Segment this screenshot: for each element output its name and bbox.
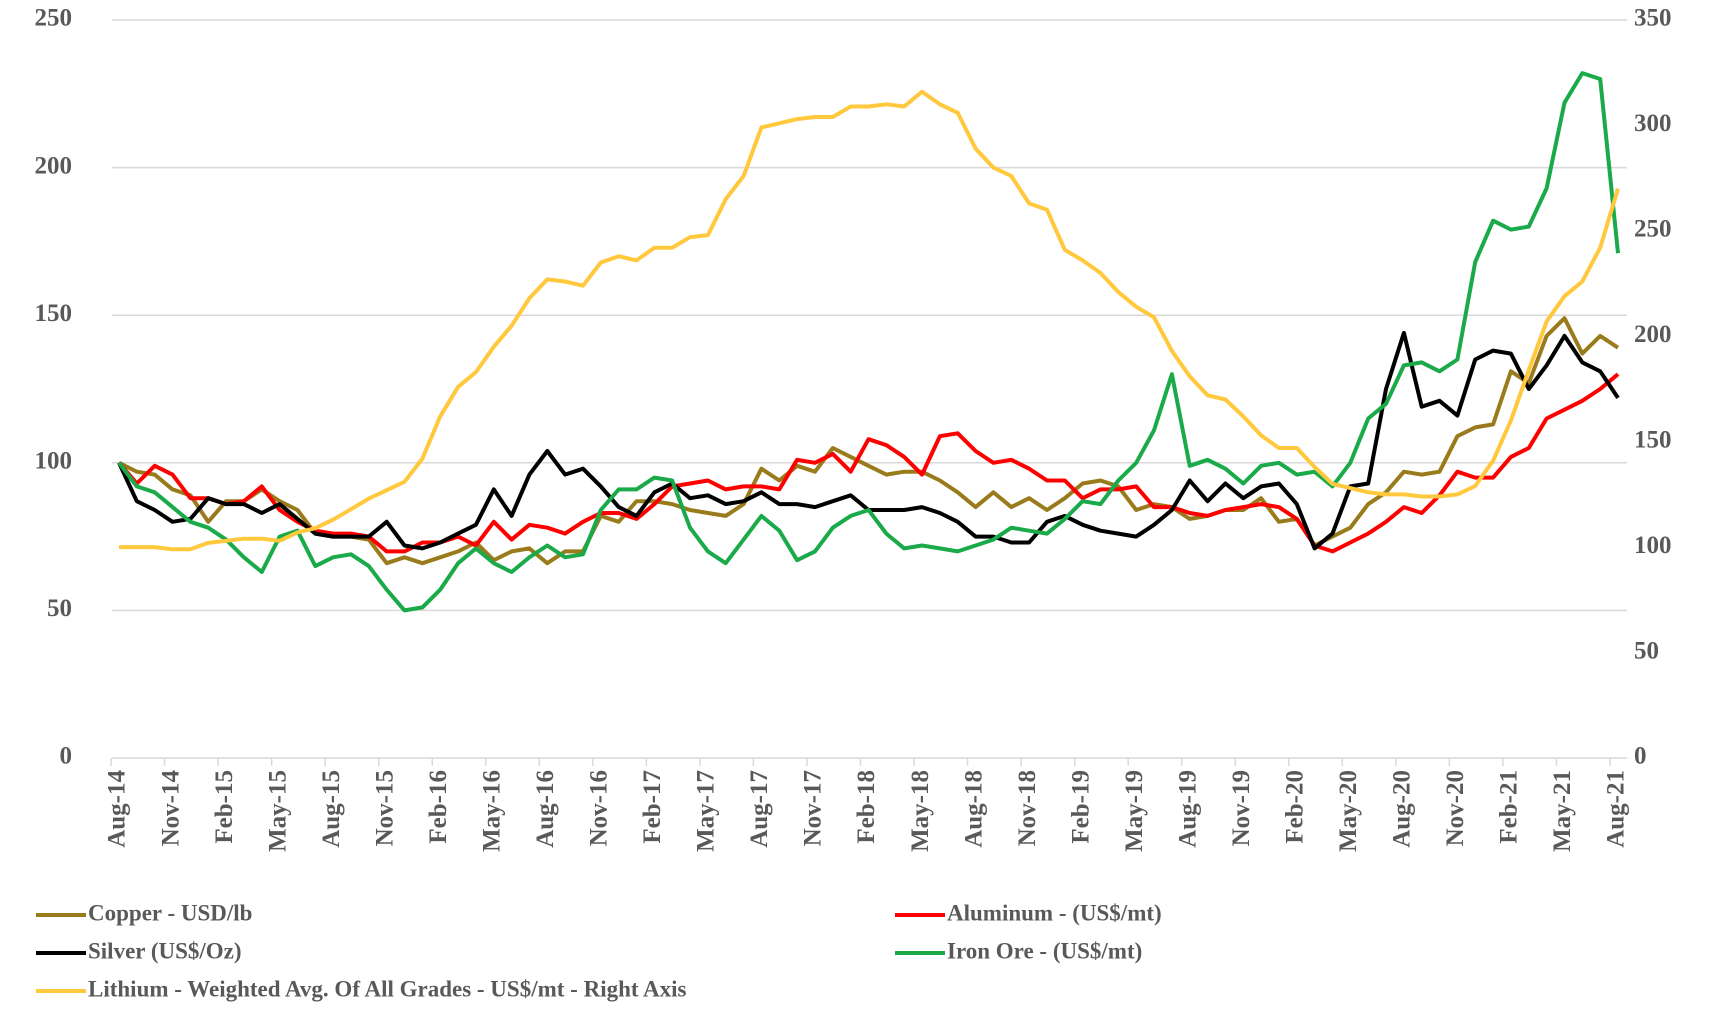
y-tick-label: 50 (47, 595, 72, 622)
x-tick-label: Feb-15 (211, 770, 238, 844)
x-tick-label: Feb-19 (1067, 770, 1094, 844)
y-tick-label: 150 (35, 300, 73, 327)
y2-tick-label: 350 (1634, 5, 1672, 32)
y-tick-label: 200 (35, 152, 73, 179)
x-tick-label: Aug-14 (104, 770, 131, 848)
x-tick-label: Aug-18 (960, 770, 987, 848)
series-line (117, 71, 1620, 613)
legend-label: Iron Ore - (US$/mt) (947, 938, 1142, 963)
x-tick-label: Nov-14 (157, 770, 184, 847)
x-tick-label: Aug-16 (532, 770, 559, 848)
x-tick-label: Feb-17 (639, 770, 666, 844)
x-tick-label: Feb-21 (1496, 770, 1523, 844)
y2-tick-label: 200 (1634, 321, 1672, 348)
x-tick-label: Aug-17 (746, 770, 773, 848)
y2-tick-label: 100 (1634, 532, 1672, 559)
x-tick-label: Aug-20 (1389, 770, 1416, 848)
legend-label: Copper - USD/lb (88, 900, 252, 925)
x-tick-label: Feb-16 (425, 770, 452, 844)
series-line (118, 316, 1620, 566)
y2-tick-label: 50 (1634, 637, 1659, 664)
x-tick-label: May-20 (1335, 770, 1362, 852)
x-tick-label: Nov-19 (1228, 770, 1255, 846)
legend-label: Lithium - Weighted Avg. Of All Grades - … (88, 976, 687, 1001)
x-tick-label: Nov-16 (586, 770, 613, 846)
y2-tick-label: 250 (1634, 216, 1672, 243)
x-tick-label: Nov-15 (371, 770, 398, 846)
y2-tick-label: 300 (1634, 110, 1672, 137)
y2-tick-label: 150 (1634, 426, 1672, 453)
x-tick-label: Nov-18 (1014, 770, 1041, 846)
x-tick-label: Feb-18 (853, 770, 880, 844)
x-tick-label: May-17 (693, 770, 720, 852)
x-tick-label: May-18 (907, 770, 934, 852)
x-tick-label: Nov-17 (800, 770, 827, 846)
x-tick-label: May-15 (264, 770, 291, 852)
y-tick-label: 0 (60, 743, 73, 770)
y2-tick-label: 0 (1634, 743, 1647, 770)
y-tick-label: 100 (35, 448, 73, 475)
legend-label: Aluminum - (US$/mt) (947, 900, 1162, 925)
x-tick-label: Feb-20 (1282, 770, 1309, 844)
x-tick-label: Nov-20 (1442, 770, 1469, 846)
x-tick-label: May-21 (1549, 770, 1576, 852)
y-tick-label: 250 (35, 5, 73, 32)
legend-label: Silver (US$/Oz) (88, 938, 242, 963)
x-tick-label: May-16 (478, 770, 505, 852)
x-tick-label: Aug-21 (1603, 770, 1630, 848)
x-tick-label: Aug-19 (1174, 770, 1201, 848)
x-tick-label: May-19 (1121, 770, 1148, 852)
series-line (119, 89, 1620, 552)
x-tick-label: Aug-15 (318, 770, 345, 848)
